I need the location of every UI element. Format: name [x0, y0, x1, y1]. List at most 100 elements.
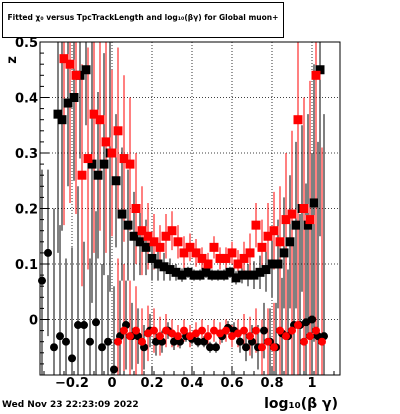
black-circle-marker	[44, 248, 52, 257]
black-square-marker	[249, 270, 259, 280]
red-circle-marker	[114, 337, 122, 346]
red-square-marker	[227, 248, 237, 258]
black-circle-marker	[200, 337, 208, 346]
x-tick-label: −0.2	[55, 376, 89, 391]
red-square-marker	[113, 126, 123, 136]
black-square-marker	[129, 231, 139, 241]
red-square-marker	[203, 259, 213, 269]
red-circle-marker	[264, 337, 272, 346]
red-circle-marker	[168, 329, 176, 338]
black-circle-marker	[206, 343, 214, 352]
black-square-marker	[189, 270, 199, 280]
red-square-marker	[59, 54, 69, 64]
black-square-marker	[87, 159, 97, 169]
red-circle-marker	[144, 329, 152, 338]
red-circle-marker	[132, 326, 140, 335]
red-circle-marker	[282, 332, 290, 341]
data-markers	[38, 54, 328, 374]
red-circle-marker	[276, 326, 284, 335]
black-square-marker	[117, 209, 127, 219]
black-circle-marker	[50, 343, 58, 352]
red-square-marker	[251, 220, 261, 230]
black-square-marker	[165, 265, 175, 275]
red-square-marker	[185, 242, 195, 252]
black-square-marker	[93, 170, 103, 180]
x-tick-label: 1	[307, 376, 316, 391]
red-square-marker	[239, 253, 249, 263]
red-circle-marker	[294, 321, 302, 330]
x-tick-label: 0.8	[260, 376, 283, 391]
black-square-marker	[81, 65, 91, 75]
black-square-marker	[225, 267, 235, 277]
red-square-marker	[131, 204, 141, 213]
red-square-marker	[143, 231, 153, 241]
red-square-marker	[173, 237, 183, 247]
black-square-marker	[207, 270, 217, 280]
black-square-marker	[255, 267, 265, 277]
black-square-marker	[183, 267, 193, 277]
x-tick-label: 0.4	[180, 376, 203, 391]
black-square-marker	[123, 220, 133, 230]
black-circle-marker	[38, 276, 46, 285]
black-square-marker	[267, 259, 277, 269]
red-circle-marker	[270, 343, 278, 352]
x-tick-label: 0.2	[140, 376, 163, 391]
red-circle-marker	[156, 332, 164, 341]
red-square-marker	[191, 248, 201, 258]
red-circle-marker	[240, 326, 248, 335]
red-square-marker	[155, 242, 165, 252]
black-square-marker	[309, 198, 319, 208]
black-circle-marker	[92, 318, 100, 327]
black-circle-marker	[212, 343, 220, 352]
red-circle-marker	[198, 326, 206, 335]
black-square-marker	[315, 65, 325, 75]
y-tick-label: 0.3	[15, 147, 38, 162]
black-square-marker	[261, 265, 271, 275]
red-circle-marker	[228, 332, 236, 341]
y-tick-label: 0.1	[15, 258, 38, 273]
red-circle-marker	[204, 332, 212, 341]
axis-tick-labels: −0.2 0 0.2 0.4 0.6 0.8 1 0 0.1 0.2 0.3 0.4 0.5	[15, 36, 317, 391]
red-circle-marker	[180, 326, 188, 335]
black-square-marker	[147, 253, 157, 263]
black-circle-marker	[152, 337, 160, 346]
black-square-marker	[141, 242, 151, 252]
red-circle-marker	[306, 332, 314, 341]
red-square-marker	[269, 226, 279, 236]
black-square-marker	[219, 270, 229, 280]
black-square-marker	[63, 98, 73, 108]
chart-title: Fitted χ₀ versus TpcTrackLength and log₁…	[7, 13, 279, 22]
y-tick-label: 0	[29, 314, 38, 329]
red-square-marker	[77, 170, 87, 180]
red-square-marker	[233, 259, 243, 269]
black-circle-marker	[74, 321, 82, 330]
red-square-marker	[287, 209, 297, 219]
red-circle-marker	[186, 332, 194, 341]
red-square-marker	[245, 248, 255, 258]
y-axis-label: z	[5, 56, 20, 64]
black-square-marker	[237, 270, 247, 280]
red-circle-marker	[312, 326, 320, 335]
black-circle-marker	[308, 315, 316, 324]
black-circle-marker	[170, 337, 178, 346]
red-square-marker	[125, 159, 135, 169]
red-square-marker	[257, 242, 267, 252]
black-circle-marker	[98, 343, 106, 352]
red-square-marker	[197, 253, 207, 263]
red-square-marker	[263, 231, 273, 241]
red-square-marker	[167, 226, 177, 236]
red-circle-marker	[120, 326, 128, 335]
y-tick-label: 0.4	[15, 92, 38, 107]
black-square-marker	[243, 270, 253, 280]
red-square-marker	[83, 154, 93, 164]
axis-ticks	[40, 41, 335, 375]
red-circle-marker	[252, 326, 260, 335]
black-square-marker	[99, 159, 109, 169]
red-square-marker	[137, 226, 147, 236]
black-circle-marker	[86, 337, 94, 346]
red-circle-marker	[192, 329, 200, 338]
black-square-marker	[57, 115, 67, 125]
black-square-marker	[285, 237, 295, 247]
red-square-marker	[215, 253, 225, 263]
red-square-marker	[101, 137, 111, 147]
